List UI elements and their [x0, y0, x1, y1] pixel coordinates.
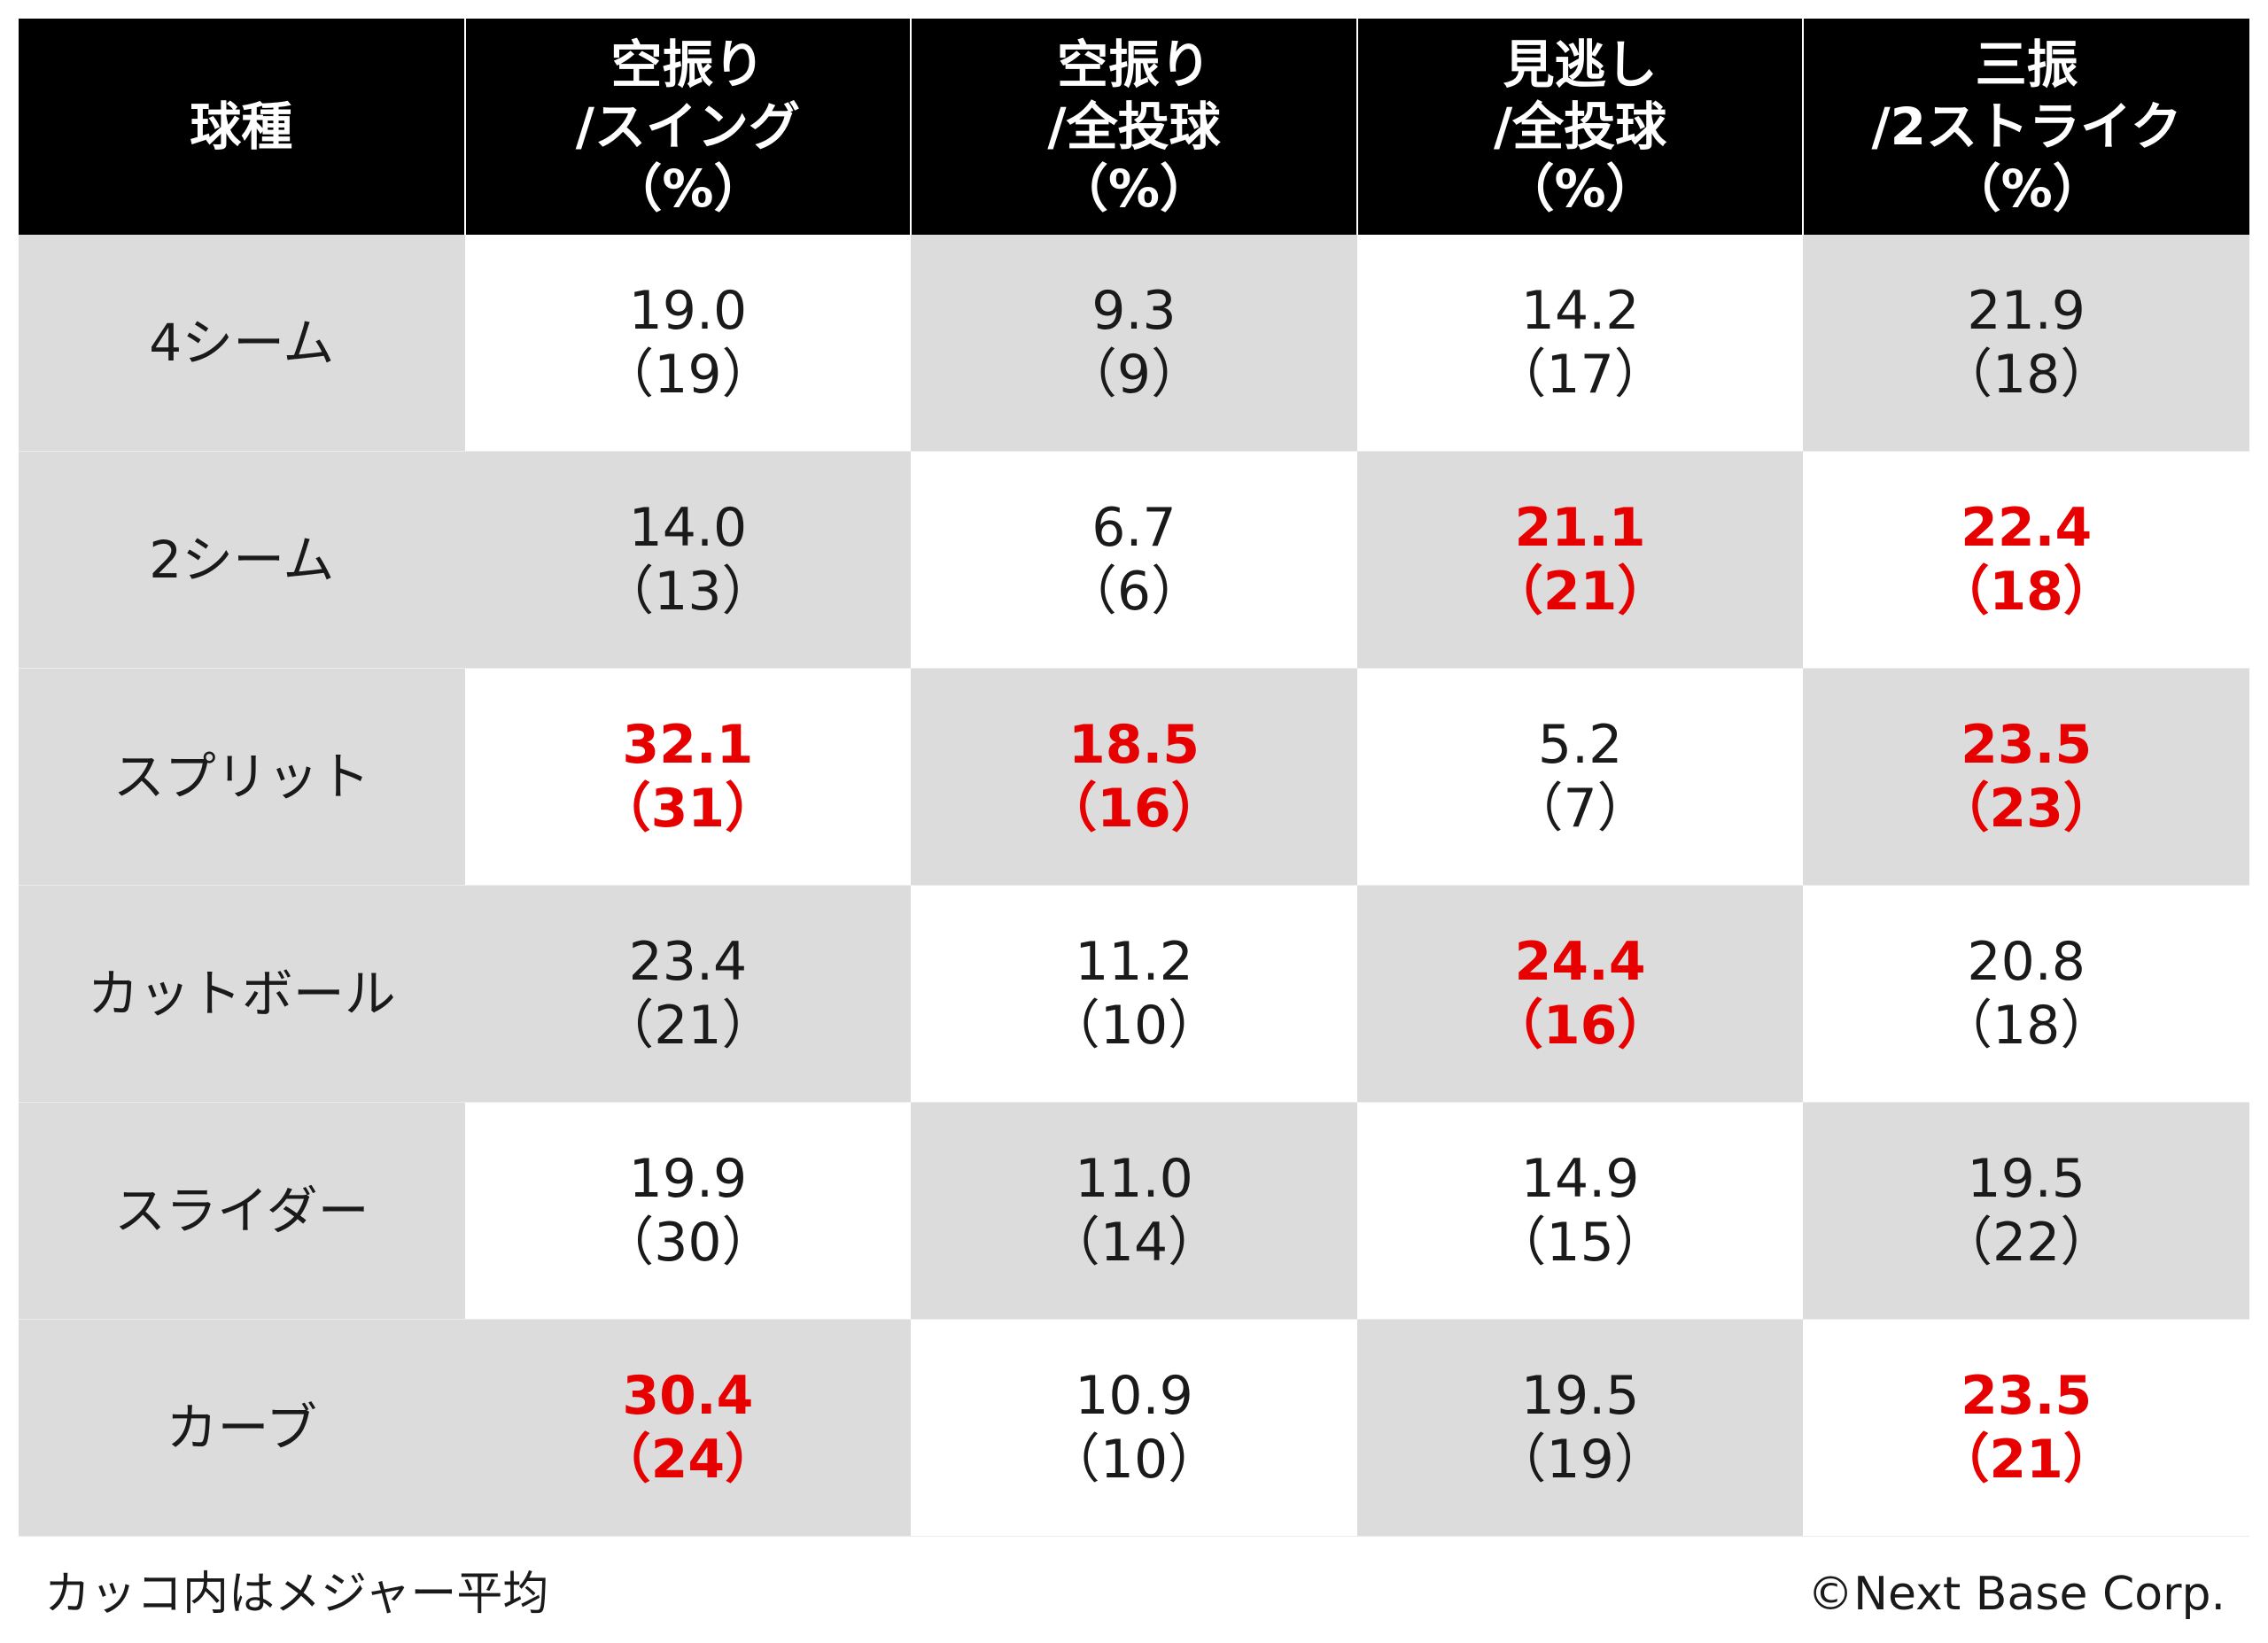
stat-value: 20.8 — [1967, 931, 2085, 993]
mlb-average-value: （22） — [1939, 1212, 2114, 1274]
stat-cell: 20.8 （18） — [1803, 885, 2249, 1103]
stat-value: 6.7 — [1091, 497, 1177, 559]
stat-cell: 11.0 （14） — [911, 1102, 1357, 1320]
stat-value: 21.1 — [1514, 497, 1646, 559]
stat-cell: 10.9 （10） — [911, 1319, 1357, 1537]
header-row: 球種 空振り /スイング （%） 空振り /全投球 （%） 見逃し /全投球 （… — [19, 19, 2249, 235]
header-whiff-per-pitch: 空振り /全投球 （%） — [910, 19, 1357, 235]
stat-cell: 19.5 （19） — [1356, 1319, 1804, 1537]
mlb-average-value: （17） — [1493, 344, 1667, 406]
stat-value: 5.2 — [1537, 714, 1623, 776]
mlb-average-value: （21） — [601, 995, 775, 1057]
stat-cell: 24.4 （16） — [1356, 885, 1804, 1103]
stat-cell: 19.0 （19） — [464, 235, 912, 452]
pitch-type-label: スプリット — [19, 668, 465, 886]
stat-value: 24.4 — [1514, 931, 1646, 993]
stat-cell: 9.3 （9） — [911, 235, 1357, 452]
stat-cell: 32.1 （31） — [464, 668, 912, 886]
stat-value: 11.2 — [1075, 931, 1193, 993]
mlb-average-value: （14） — [1046, 1212, 1222, 1274]
stat-cell: 30.4 （24） — [464, 1319, 912, 1537]
table-row: カーブ 30.4 （24） 10.9 （10） 19.5 （19） 23.5 （21） — [19, 1319, 2249, 1537]
footnote: カッコ内はメジャー平均 — [44, 1568, 549, 1621]
mlb-average-value: （30） — [601, 1212, 775, 1274]
header-k-per-two-strike: 三振 /2ストライク （%） — [1802, 19, 2249, 235]
stat-value: 19.5 — [1967, 1148, 2085, 1210]
stat-cell: 11.2 （10） — [911, 885, 1357, 1103]
table-row: カットボール 23.4 （21） 11.2 （10） 24.4 （16） 20.8 （18） — [19, 885, 2249, 1103]
stat-cell: 5.2 （7） — [1356, 668, 1804, 886]
stat-cell: 14.0 （13） — [464, 451, 912, 669]
stat-cell: 23.4 （21） — [464, 885, 912, 1103]
stat-cell: 22.4 （18） — [1803, 451, 2249, 669]
mlb-average-value: （23） — [1936, 778, 2117, 840]
mlb-average-value: （19） — [601, 344, 775, 406]
mlb-average-value: （9） — [1063, 344, 1205, 406]
table-row: スプリット 32.1 （31） 18.5 （16） 5.2 （7） 23.5 （23） — [19, 668, 2249, 886]
table-row: スライダー 19.9 （30） 11.0 （14） 14.9 （15） 19.5 （22） — [19, 1102, 2249, 1320]
stat-value: 30.4 — [622, 1365, 754, 1427]
mlb-average-value: （7） — [1510, 778, 1651, 840]
table-row: 4シーム 19.0 （19） 9.3 （9） 14.2 （17） 21.9 （18） — [19, 235, 2249, 452]
mlb-average-value: （19） — [1493, 1429, 1667, 1491]
header-whiff-per-swing: 空振り /スイング （%） — [463, 19, 912, 235]
stat-cell: 19.9 （30） — [464, 1102, 912, 1320]
header-pitch-type: 球種 — [19, 19, 465, 235]
stat-value: 11.0 — [1075, 1148, 1193, 1210]
stat-cell: 14.2 （17） — [1356, 235, 1804, 452]
header-called-per-pitch: 見逃し /全投球 （%） — [1355, 19, 1804, 235]
pitch-type-label: カーブ — [19, 1319, 465, 1537]
stat-value: 23.5 — [1961, 1365, 2093, 1427]
mlb-average-value: （18） — [1939, 995, 2114, 1057]
stat-value: 19.5 — [1520, 1365, 1640, 1427]
stat-cell: 21.1 （21） — [1356, 451, 1804, 669]
stat-cell: 6.7 （6） — [911, 451, 1357, 669]
mlb-average-value: （16） — [1489, 995, 1671, 1057]
mlb-average-value: （18） — [1939, 344, 2114, 406]
mlb-average-value: （10） — [1046, 1429, 1222, 1491]
pitch-type-label: 2シーム — [19, 451, 465, 669]
stat-value: 14.9 — [1520, 1148, 1640, 1210]
mlb-average-value: （21） — [1489, 561, 1671, 623]
stat-cell: 14.9 （15） — [1356, 1102, 1804, 1320]
mlb-average-value: （16） — [1044, 778, 1224, 840]
pitch-stats-table: 球種 空振り /スイング （%） 空振り /全投球 （%） 見逃し /全投球 （… — [19, 19, 2249, 1537]
stat-value: 32.1 — [622, 714, 754, 776]
mlb-average-value: （10） — [1046, 995, 1222, 1057]
stat-value: 21.9 — [1967, 280, 2085, 342]
copyright-credit: ©Next Base Corp. — [1807, 1568, 2225, 1621]
stat-value: 19.9 — [628, 1148, 748, 1210]
table-row: 2シーム 14.0 （13） 6.7 （6） 21.1 （21） 22.4 （18） — [19, 451, 2249, 669]
stat-cell: 18.5 （16） — [911, 668, 1357, 886]
pitch-type-label: 4シーム — [19, 235, 465, 452]
mlb-average-value: （15） — [1493, 1212, 1667, 1274]
stat-value: 22.4 — [1961, 497, 2093, 559]
stat-value: 9.3 — [1091, 280, 1177, 342]
mlb-average-value: （6） — [1063, 561, 1205, 623]
table-body: 4シーム 19.0 （19） 9.3 （9） 14.2 （17） 21.9 （18） 2シーム 14… — [19, 235, 2249, 1537]
stat-value: 18.5 — [1068, 714, 1200, 776]
pitch-type-label: スライダー — [19, 1102, 465, 1320]
pitch-type-label: カットボール — [19, 885, 465, 1103]
stat-value: 23.5 — [1961, 714, 2093, 776]
stat-value: 14.0 — [628, 497, 748, 559]
mlb-average-value: （13） — [601, 561, 775, 623]
mlb-average-value: （21） — [1936, 1429, 2117, 1491]
stat-cell: 23.5 （23） — [1803, 668, 2249, 886]
stat-value: 23.4 — [628, 931, 748, 993]
stat-cell: 23.5 （21） — [1803, 1319, 2249, 1537]
stat-cell: 19.5 （22） — [1803, 1102, 2249, 1320]
stat-value: 14.2 — [1520, 280, 1640, 342]
mlb-average-value: （18） — [1936, 561, 2117, 623]
mlb-average-value: （24） — [597, 1429, 779, 1491]
stat-value: 10.9 — [1075, 1365, 1193, 1427]
stat-cell: 21.9 （18） — [1803, 235, 2249, 452]
stat-value: 19.0 — [628, 280, 748, 342]
mlb-average-value: （31） — [597, 778, 779, 840]
